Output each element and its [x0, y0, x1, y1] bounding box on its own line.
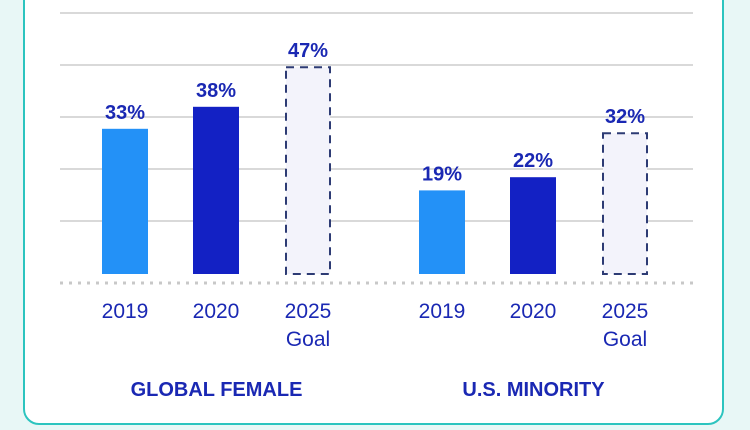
data-label: 32% [605, 106, 645, 128]
tick-label: 2025 [285, 300, 332, 323]
bar [419, 190, 465, 274]
tick-label: 2020 [510, 300, 557, 323]
bar [193, 106, 239, 274]
tick-sublabel: Goal [286, 328, 330, 351]
tick-sublabel: Goal [603, 328, 647, 351]
bar-goal [285, 66, 331, 275]
bar [510, 177, 556, 274]
group-label: U.S. MINORITY [462, 379, 605, 401]
data-label: 22% [513, 150, 553, 172]
tick-label: 2020 [193, 300, 240, 323]
data-label: 47% [288, 40, 328, 62]
data-label: 38% [196, 80, 236, 102]
bar-goal [602, 132, 648, 275]
data-label: 33% [105, 102, 145, 124]
tick-label: 2025 [602, 300, 649, 323]
data-label: 19% [422, 163, 462, 185]
group-label: GLOBAL FEMALE [131, 379, 303, 401]
tick-label: 2019 [419, 300, 466, 323]
tick-label: 2019 [102, 300, 149, 323]
bar [102, 128, 148, 274]
